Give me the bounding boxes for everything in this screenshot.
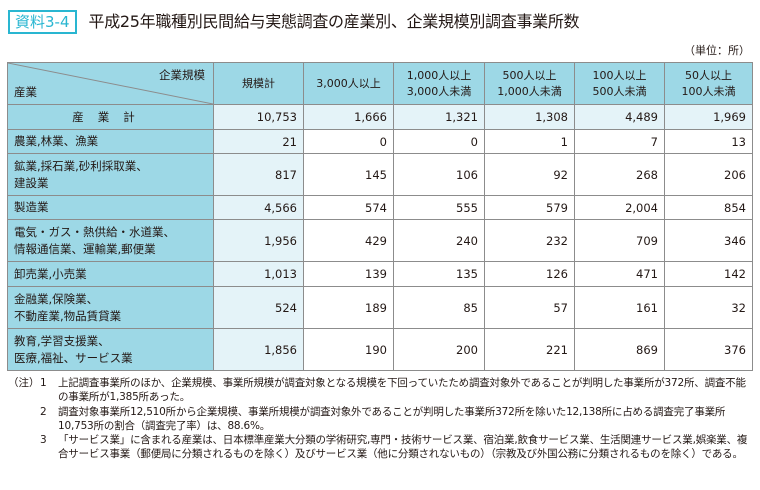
cell-value: 471 bbox=[574, 261, 665, 287]
footnote-number: 1 bbox=[40, 377, 47, 389]
footnote-item: 2 調査対象事業所12,510所から企業規模、事業所規模が調査対象外であることが… bbox=[8, 405, 754, 434]
footnote-number: 3 bbox=[40, 434, 47, 447]
cell-value: 869 bbox=[574, 328, 665, 371]
footnote-text: 調査対象事業所12,510所から企業規模、事業所規模が調査対象外であることが判明… bbox=[58, 405, 726, 432]
cell-value: 1 bbox=[484, 129, 575, 154]
cell-value: 524 bbox=[213, 286, 304, 329]
corner-column-label: 企業規模 bbox=[159, 68, 205, 82]
cell-value: 142 bbox=[664, 261, 753, 287]
table-header-row: 企業規模 産業 規模計 3,000人以上 1,000人以上 3,000人未満 50… bbox=[7, 62, 753, 105]
cell-value: 232 bbox=[484, 219, 575, 262]
footnote-text: 「サービス業」に含まれる産業は、日本標準産業大分類の学術研究,専門・技術サービス… bbox=[58, 434, 748, 461]
cell-value: 161 bbox=[574, 286, 665, 329]
cell-value: 1,308 bbox=[484, 104, 575, 130]
cell-value: 346 bbox=[664, 219, 753, 262]
cell-value: 1,956 bbox=[213, 219, 304, 262]
cell-value: 1,013 bbox=[213, 261, 304, 287]
table-row: 製造業 4,566 574 555 579 2,004 854 bbox=[7, 195, 753, 220]
cell-value: 0 bbox=[393, 129, 485, 154]
cell-value: 189 bbox=[303, 286, 394, 329]
cell-value: 0 bbox=[303, 129, 394, 154]
column-header: 50人以上 100人未満 bbox=[664, 62, 753, 105]
cell-value: 145 bbox=[303, 153, 394, 196]
cell-value: 13 bbox=[664, 129, 753, 154]
cell-value: 190 bbox=[303, 328, 394, 371]
cell-value: 429 bbox=[303, 219, 394, 262]
table-row: 農業,林業、漁業 21 0 0 1 7 13 bbox=[7, 129, 753, 154]
cell-value: 268 bbox=[574, 153, 665, 196]
cell-value: 200 bbox=[393, 328, 485, 371]
row-label: 卸売業,小売業 bbox=[7, 261, 214, 287]
row-label: 農業,林業、漁業 bbox=[7, 129, 214, 154]
table-row: 教育,学習支援業、 医療,福祉、サービス業 1,856 190 200 221 8… bbox=[7, 328, 753, 371]
cell-value: 10,753 bbox=[213, 104, 304, 130]
cell-value: 709 bbox=[574, 219, 665, 262]
column-header: 1,000人以上 3,000人未満 bbox=[393, 62, 485, 105]
row-label: 製造業 bbox=[7, 195, 214, 220]
cell-value: 555 bbox=[393, 195, 485, 220]
establishments-table: 企業規模 産業 規模計 3,000人以上 1,000人以上 3,000人未満 50… bbox=[7, 62, 753, 371]
title-row: 資料3-4 平成25年職種別民間給与実態調査の産業別、企業規模別調査事業所数 bbox=[8, 9, 580, 35]
footnote-label: （注） bbox=[8, 377, 40, 389]
table-row: 電気・ガス・熱供給・水道業、 情報通信業、運輸業,郵便業 1,956 429 24… bbox=[7, 219, 753, 262]
row-label: 教育,学習支援業、 医療,福祉、サービス業 bbox=[7, 328, 214, 371]
row-label: 金融業,保険業、 不動産業,物品賃貸業 bbox=[7, 286, 214, 329]
cell-value: 135 bbox=[393, 261, 485, 287]
footnotes: （注） 1 上記調査事業所のほか、企業規模、事業所規模が調査対象となる規模を下回… bbox=[8, 376, 754, 462]
cell-value: 574 bbox=[303, 195, 394, 220]
cell-value: 221 bbox=[484, 328, 575, 371]
table-row: 卸売業,小売業 1,013 139 135 126 471 142 bbox=[7, 261, 753, 287]
corner-header-cell: 企業規模 産業 bbox=[7, 62, 214, 105]
table-row: 鉱業,採石業,砂利採取業、 建設業 817 145 106 92 268 206 bbox=[7, 153, 753, 196]
row-label: 産業計 bbox=[7, 104, 214, 130]
page-title: 平成25年職種別民間給与実態調査の産業別、企業規模別調査事業所数 bbox=[88, 12, 580, 31]
document-badge: 資料3-4 bbox=[8, 10, 77, 34]
row-label: 電気・ガス・熱供給・水道業、 情報通信業、運輸業,郵便業 bbox=[7, 219, 214, 262]
cell-value: 85 bbox=[393, 286, 485, 329]
cell-value: 1,321 bbox=[393, 104, 485, 130]
unit-label: （単位：所） bbox=[684, 44, 750, 57]
cell-value: 579 bbox=[484, 195, 575, 220]
cell-value: 854 bbox=[664, 195, 753, 220]
footnote-text: 上記調査事業所のほか、企業規模、事業所規模が調査対象となる規模を下回っていたため… bbox=[58, 377, 746, 404]
cell-value: 21 bbox=[213, 129, 304, 154]
cell-value: 817 bbox=[213, 153, 304, 196]
footnote-item: 3 「サービス業」に含まれる産業は、日本標準産業大分類の学術研究,専門・技術サー… bbox=[8, 433, 754, 462]
footnote-number: 2 bbox=[40, 405, 47, 418]
cell-value: 1,856 bbox=[213, 328, 304, 371]
column-header: 100人以上 500人未満 bbox=[574, 62, 665, 105]
cell-value: 1,666 bbox=[303, 104, 394, 130]
cell-value: 240 bbox=[393, 219, 485, 262]
cell-value: 92 bbox=[484, 153, 575, 196]
table-row: 金融業,保険業、 不動産業,物品賃貸業 524 189 85 57 161 32 bbox=[7, 286, 753, 329]
table-row-total: 産業計 10,753 1,666 1,321 1,308 4,489 1,969 bbox=[7, 104, 753, 130]
cell-value: 1,969 bbox=[664, 104, 753, 130]
cell-value: 206 bbox=[664, 153, 753, 196]
cell-value: 2,004 bbox=[574, 195, 665, 220]
cell-value: 4,566 bbox=[213, 195, 304, 220]
cell-value: 106 bbox=[393, 153, 485, 196]
cell-value: 32 bbox=[664, 286, 753, 329]
cell-value: 57 bbox=[484, 286, 575, 329]
footnote-item: （注） 1 上記調査事業所のほか、企業規模、事業所規模が調査対象となる規模を下回… bbox=[8, 376, 754, 405]
row-label: 鉱業,採石業,砂利採取業、 建設業 bbox=[7, 153, 214, 196]
column-header: 規模計 bbox=[213, 62, 304, 105]
cell-value: 139 bbox=[303, 261, 394, 287]
diagonal-divider-icon bbox=[8, 63, 213, 104]
corner-row-label: 産業 bbox=[14, 85, 37, 99]
cell-value: 126 bbox=[484, 261, 575, 287]
column-header: 3,000人以上 bbox=[303, 62, 394, 105]
cell-value: 376 bbox=[664, 328, 753, 371]
cell-value: 4,489 bbox=[574, 104, 665, 130]
column-header: 500人以上 1,000人未満 bbox=[484, 62, 575, 105]
cell-value: 7 bbox=[574, 129, 665, 154]
